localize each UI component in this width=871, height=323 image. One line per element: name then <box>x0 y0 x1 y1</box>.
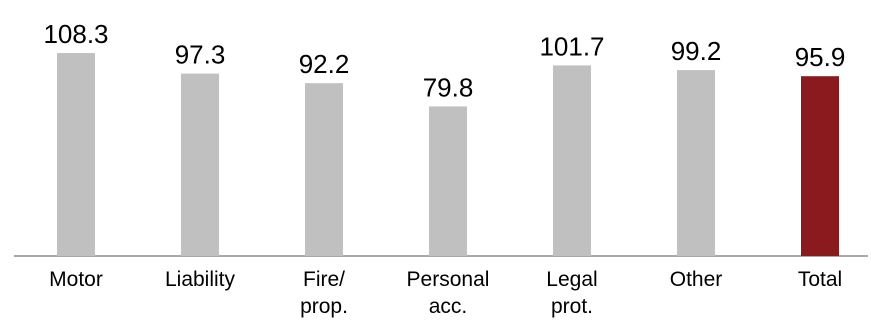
category-labels-layer: Motor Liability Fire/prop. Personal acc. Lega… <box>49 268 842 318</box>
category-label-5-line-1: Legal <box>546 268 597 291</box>
bars-layer <box>57 53 839 257</box>
category-label-1: Motor <box>49 268 103 291</box>
bar-6 <box>677 70 715 256</box>
value-label-3: 92.2 <box>299 49 350 79</box>
category-label-2: Liability <box>165 268 236 291</box>
value-label-7: 95.9 <box>795 42 846 72</box>
category-label-3-line-2: prop. <box>300 295 348 318</box>
value-label-2: 97.3 <box>175 40 226 70</box>
category-label-3-line-1: Fire/ <box>303 268 345 291</box>
value-label-6: 99.2 <box>671 36 722 66</box>
bar-5 <box>553 65 591 257</box>
bar-7 <box>801 76 839 256</box>
category-label-5-line-2: prot. <box>551 295 593 318</box>
category-label-6: Other <box>670 268 723 291</box>
bar-3 <box>305 83 343 256</box>
value-label-1: 108.3 <box>43 19 108 49</box>
category-label-4-line-1: Personal <box>407 268 490 291</box>
bar-2 <box>181 73 219 256</box>
bar-4 <box>429 106 467 257</box>
value-labels-layer: 108.3 97.3 92.2 79.8 101.7 99.2 95.9 <box>43 19 845 102</box>
bar-1 <box>57 53 95 256</box>
category-label-7: Total <box>798 268 842 291</box>
category-label-4-line-2: acc. <box>429 295 468 318</box>
value-label-4: 79.8 <box>423 72 474 102</box>
value-label-5: 101.7 <box>539 31 604 61</box>
